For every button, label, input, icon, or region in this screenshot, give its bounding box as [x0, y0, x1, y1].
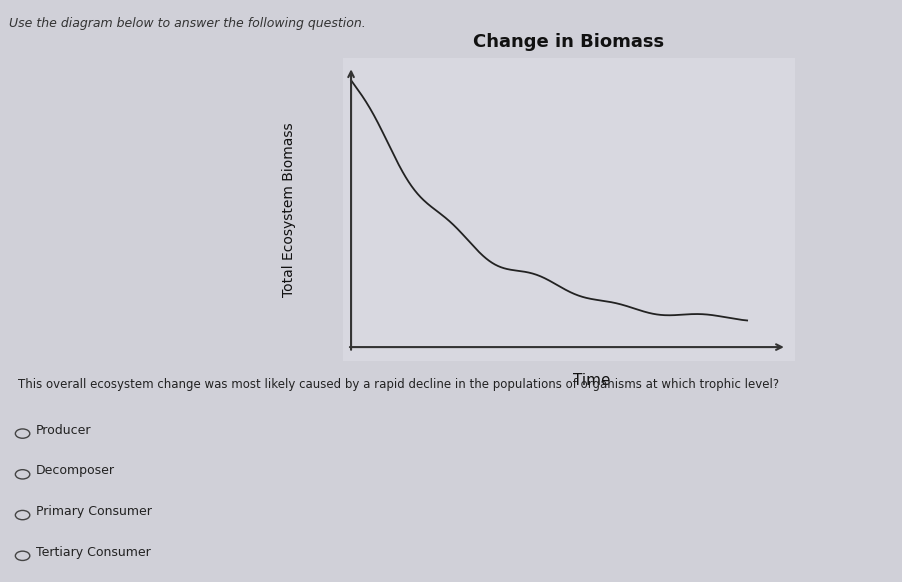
Text: Producer: Producer	[36, 424, 91, 436]
Text: Time: Time	[572, 373, 610, 388]
Text: Decomposer: Decomposer	[36, 464, 115, 477]
Text: Use the diagram below to answer the following question.: Use the diagram below to answer the foll…	[9, 17, 365, 30]
Text: Tertiary Consumer: Tertiary Consumer	[36, 546, 151, 559]
Text: Primary Consumer: Primary Consumer	[36, 505, 152, 518]
Title: Change in Biomass: Change in Biomass	[473, 33, 664, 51]
Text: This overall ecosystem change was most likely caused by a rapid decline in the p: This overall ecosystem change was most l…	[18, 378, 778, 391]
Text: Total Ecosystem Biomass: Total Ecosystem Biomass	[281, 122, 296, 297]
